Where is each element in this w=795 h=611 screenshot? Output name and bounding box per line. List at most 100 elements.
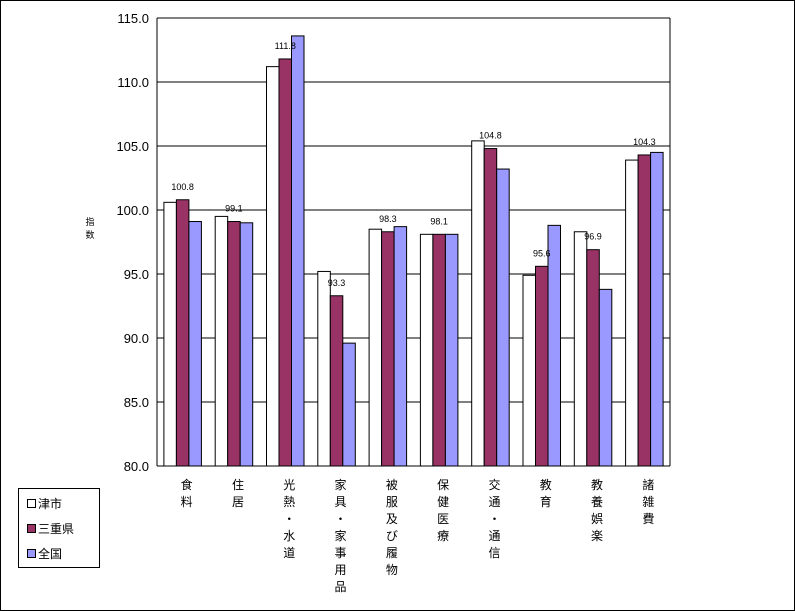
legend: 津市 三重県 全国 — [18, 488, 100, 568]
data-label: 104.8 — [479, 131, 502, 141]
category-label-char: 居 — [232, 495, 244, 509]
bar-mie — [381, 231, 395, 467]
category-label-char: 雑 — [642, 494, 654, 509]
category-label-char: 具 — [335, 495, 347, 509]
category-label-char: ・ — [283, 512, 295, 526]
data-labels: 100.8 99.1 111.8 93.3 98.3 98.1 104.8 95.6 96.9 1… — [171, 41, 655, 288]
bar-national — [188, 221, 202, 467]
y-tick-label: 80.0 — [124, 459, 149, 474]
category-label-char: 娯 — [591, 512, 603, 526]
bar-tsu — [317, 270, 331, 467]
bar-tsu — [214, 215, 229, 467]
data-label: 100.8 — [171, 182, 194, 192]
data-label: 99.1 — [225, 204, 243, 214]
bar-mie — [535, 265, 549, 467]
category-label-char: 楽 — [591, 529, 603, 543]
category-label-char: 信 — [488, 546, 500, 560]
y-tick-label: 100.0 — [116, 203, 149, 218]
bar-tsu — [471, 140, 485, 467]
category-label-char: 養 — [591, 494, 603, 509]
y-axis-label: 指 — [85, 216, 94, 228]
category-label-char: び — [386, 529, 398, 543]
category-label-char: 通 — [488, 529, 500, 543]
category-label-char: 教 — [540, 477, 552, 492]
bar-mie — [329, 295, 344, 467]
bar-mie — [278, 58, 292, 467]
category-label-char: ・ — [488, 512, 500, 526]
legend-label-national: 全国 — [38, 546, 63, 561]
legend-item-national: 全国 — [27, 545, 62, 561]
y-tick-label: 105.0 — [116, 139, 149, 154]
data-label: 98.3 — [379, 214, 397, 224]
category-label-char: 及 — [386, 512, 398, 526]
legend-item-tsu: 津市 — [27, 495, 62, 511]
category-label-char: 保 — [437, 478, 449, 492]
legend-swatch-national — [27, 548, 36, 558]
y-tick-label: 95.0 — [124, 267, 149, 282]
bar-national — [239, 222, 254, 467]
bar-national — [393, 226, 408, 467]
data-label: 111.8 — [275, 41, 296, 51]
category-label-char: ・ — [335, 512, 347, 526]
category-label-char: 熱 — [283, 495, 295, 509]
category-label-char: 水 — [283, 529, 295, 543]
category-label-char: 療 — [437, 529, 449, 543]
bar-national — [650, 151, 664, 467]
bar-tsu — [163, 201, 177, 467]
y-tick-label: 115.0 — [117, 11, 149, 26]
bar-tsu — [368, 228, 383, 467]
category-label-char: 交 — [488, 477, 500, 492]
bar-tsu — [522, 274, 536, 467]
y-axis-label-2: 数 — [85, 229, 94, 241]
category-label-char: 品 — [335, 580, 347, 594]
category-label-char: 住 — [232, 478, 244, 492]
bar-tsu — [573, 231, 588, 467]
y-tick-label: 85.0 — [124, 395, 149, 410]
bar-national — [547, 224, 561, 467]
y-tick-label: 90.0 — [124, 331, 149, 346]
bar-tsu — [266, 66, 280, 467]
bar-national — [496, 168, 510, 467]
data-label: 96.9 — [584, 232, 602, 242]
data-label: 93.3 — [328, 278, 346, 288]
category-label-char: 履 — [386, 546, 398, 560]
category-label-char: 健 — [437, 495, 449, 509]
y-tick-label: 110.0 — [117, 75, 149, 90]
bar-mie — [637, 154, 652, 467]
bars — [163, 35, 664, 467]
category-label-char: 被 — [386, 478, 398, 492]
category-label-char: 費 — [642, 511, 654, 526]
bar-tsu — [419, 233, 434, 467]
bar-tsu — [625, 159, 639, 467]
bar-mie — [175, 199, 190, 467]
bar-mie — [432, 233, 446, 467]
category-label-char: 事 — [335, 546, 347, 560]
category-label-char: 通 — [488, 495, 500, 509]
category-label-char: 医 — [437, 512, 449, 526]
bar-mie — [227, 221, 241, 467]
data-label: 95.6 — [533, 248, 551, 258]
bar-national — [291, 35, 305, 467]
legend-label-mie: 三重県 — [38, 521, 75, 536]
category-label-char: 教 — [591, 477, 603, 492]
legend-swatch-mie — [27, 523, 36, 533]
category-label-char: 物 — [386, 563, 398, 577]
bar-mie — [483, 148, 498, 467]
category-label-char: 服 — [386, 495, 398, 509]
bar-mie — [586, 249, 600, 467]
legend-label-tsu: 津市 — [38, 496, 63, 511]
category-label-char: 用 — [335, 563, 347, 577]
bar-national — [342, 342, 356, 467]
bar-national — [444, 233, 459, 467]
legend-swatch-tsu — [27, 498, 36, 508]
category-label-char: 食 — [181, 477, 193, 492]
category-label-char: 家 — [335, 528, 347, 543]
category-label-char: 料 — [181, 495, 193, 509]
category-label-char: 道 — [283, 546, 295, 560]
data-label: 98.1 — [430, 216, 448, 226]
legend-item-mie: 三重県 — [27, 520, 74, 536]
data-label: 104.3 — [633, 137, 656, 147]
bar-national — [598, 288, 613, 467]
